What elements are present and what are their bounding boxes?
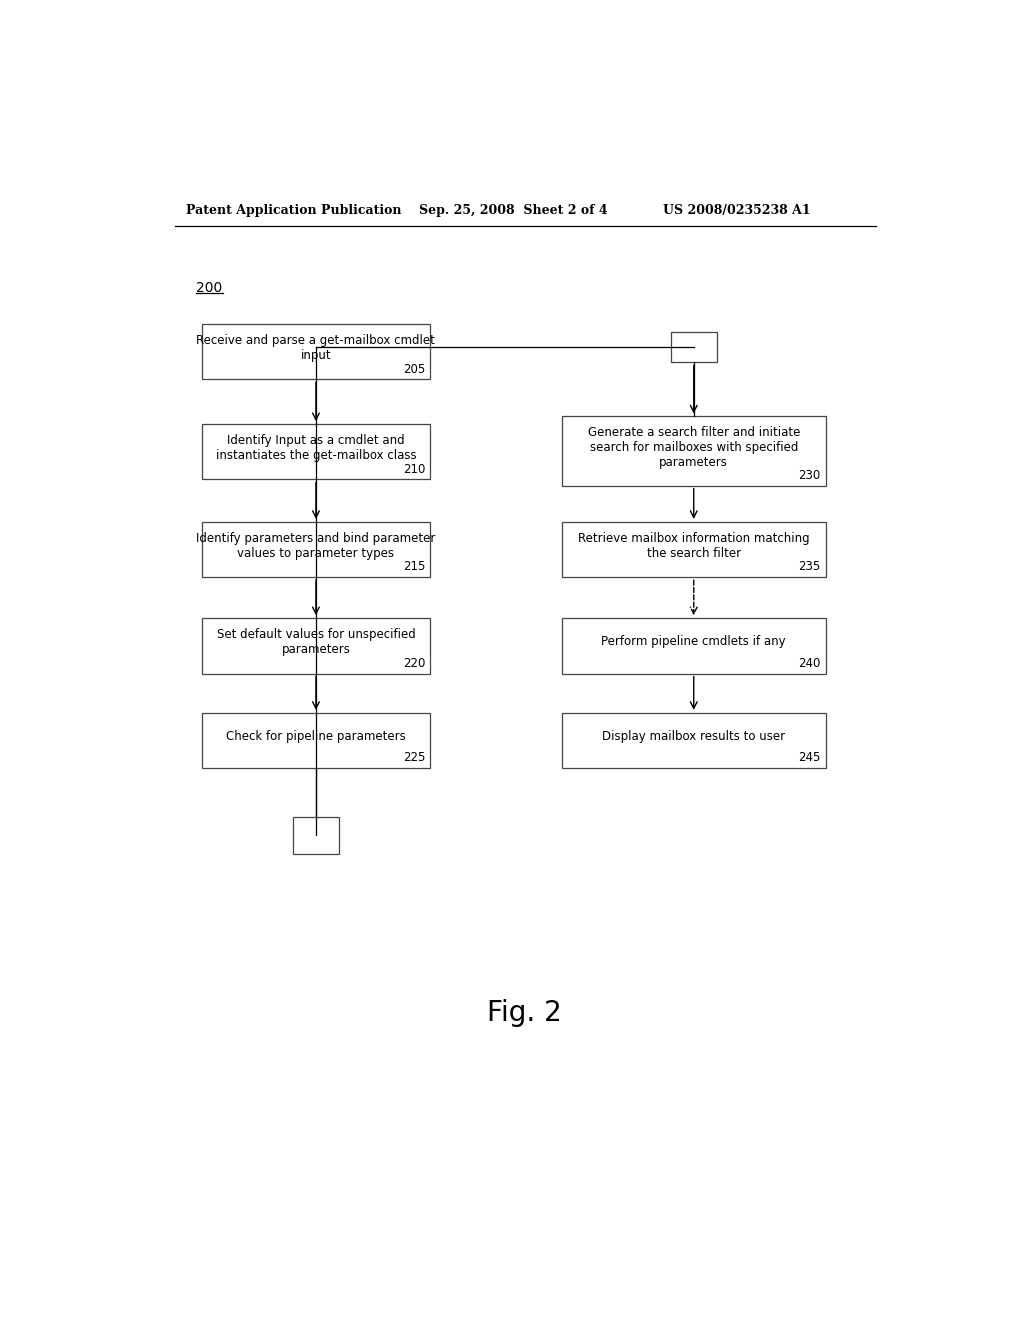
Text: 205: 205 — [403, 363, 426, 376]
Text: Set default values for unspecified
parameters: Set default values for unspecified param… — [216, 628, 416, 656]
Bar — [202, 323, 430, 379]
Bar — [202, 521, 430, 577]
Text: 200: 200 — [197, 281, 222, 294]
Text: 230: 230 — [799, 469, 821, 482]
Bar — [562, 416, 825, 486]
Text: Identify Input as a cmdlet and
instantiates the get-mailbox class: Identify Input as a cmdlet and instantia… — [216, 434, 416, 462]
Text: Sep. 25, 2008  Sheet 2 of 4: Sep. 25, 2008 Sheet 2 of 4 — [419, 205, 607, 218]
Text: Perform pipeline cmdlets if any: Perform pipeline cmdlets if any — [601, 635, 786, 648]
Text: Identify parameters and bind parameter
values to parameter types: Identify parameters and bind parameter v… — [197, 532, 435, 560]
Text: Patent Application Publication: Patent Application Publication — [186, 205, 401, 218]
Text: US 2008/0235238 A1: US 2008/0235238 A1 — [663, 205, 810, 218]
Text: 235: 235 — [799, 561, 821, 573]
Text: Fig. 2: Fig. 2 — [487, 999, 562, 1027]
Bar — [562, 713, 825, 768]
Text: 215: 215 — [403, 561, 426, 573]
Bar — [562, 618, 825, 673]
Text: Display mailbox results to user: Display mailbox results to user — [602, 730, 785, 743]
Bar — [202, 618, 430, 673]
Text: 240: 240 — [799, 656, 821, 669]
Bar — [671, 331, 717, 363]
Text: Generate a search filter and initiate
search for mailboxes with specified
parame: Generate a search filter and initiate se… — [588, 425, 800, 469]
Text: 220: 220 — [403, 656, 426, 669]
Text: Receive and parse a get-mailbox cmdlet
input: Receive and parse a get-mailbox cmdlet i… — [197, 334, 435, 362]
Text: Retrieve mailbox information matching
the search filter: Retrieve mailbox information matching th… — [578, 532, 810, 560]
Bar — [293, 817, 339, 854]
Text: 245: 245 — [799, 751, 821, 764]
Text: 225: 225 — [403, 751, 426, 764]
Bar — [202, 713, 430, 768]
Bar — [562, 521, 825, 577]
Text: Check for pipeline parameters: Check for pipeline parameters — [226, 730, 406, 743]
Bar — [202, 424, 430, 479]
Text: 210: 210 — [403, 462, 426, 475]
